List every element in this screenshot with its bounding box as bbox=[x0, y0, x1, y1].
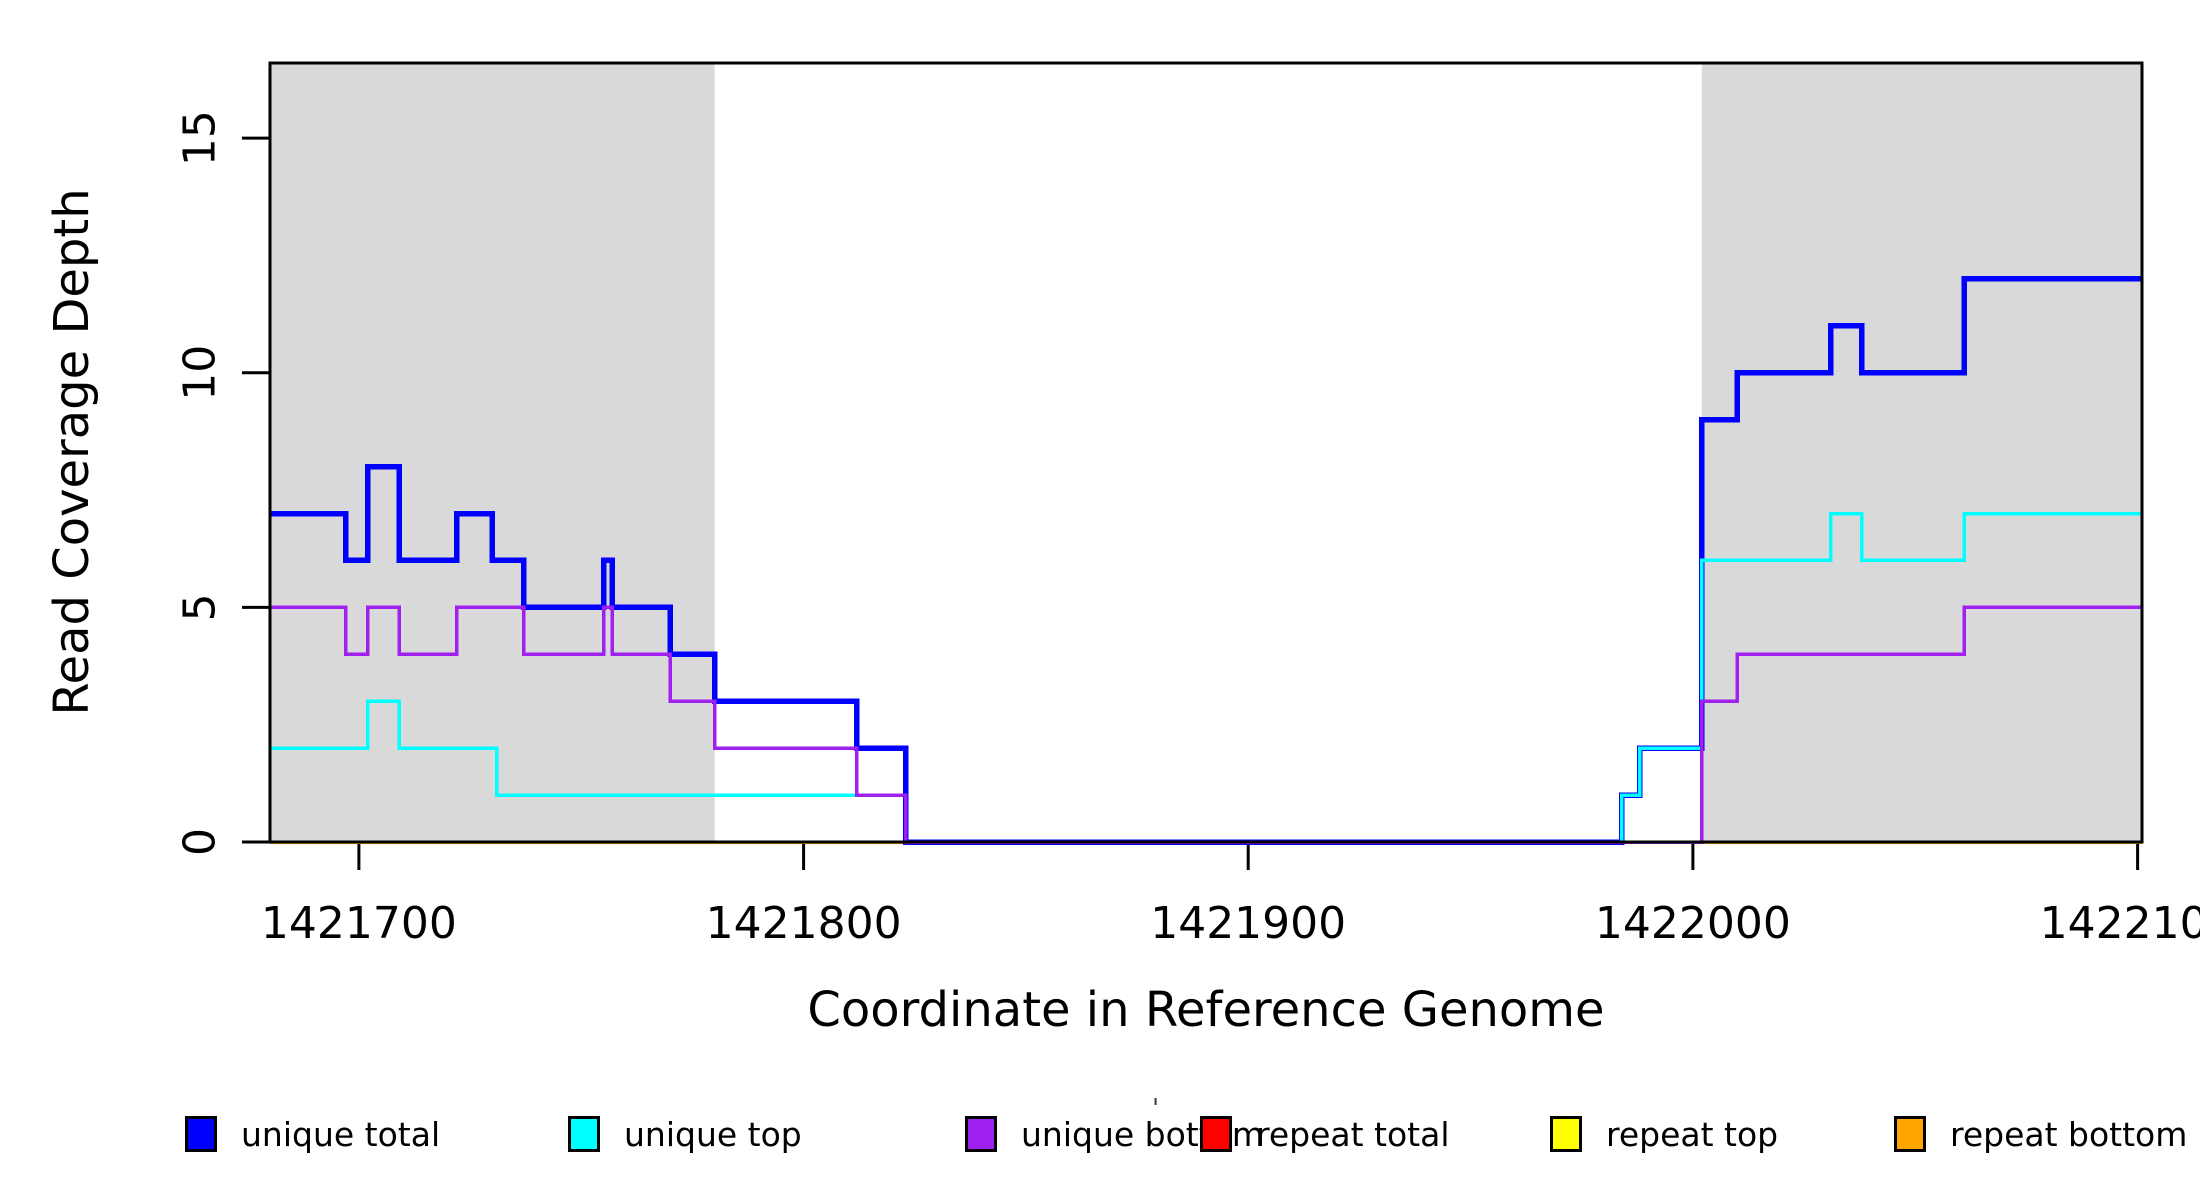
legend-swatch-repeat-bottom bbox=[1894, 1116, 1926, 1152]
y-tick-label: 5 bbox=[175, 593, 226, 621]
legend-swatch-unique-total bbox=[185, 1116, 217, 1152]
x-tick-label: 1421800 bbox=[706, 898, 902, 949]
legend-entry-unique-total: unique total bbox=[185, 1112, 440, 1156]
series-unique-top bbox=[270, 511, 2142, 844]
x-tick-label: 1422000 bbox=[1595, 898, 1791, 949]
legend-entry-repeat-top: repeat top bbox=[1550, 1112, 1778, 1156]
legend-label: repeat bottom bbox=[1950, 1114, 2188, 1154]
y-tick-label: 0 bbox=[175, 828, 226, 856]
legend-swatch-unique-top bbox=[568, 1116, 600, 1152]
left-amplicon-shade bbox=[270, 63, 715, 842]
y-tick-label: 15 bbox=[175, 110, 226, 166]
plot-box bbox=[268, 61, 2144, 844]
legend-label: unique total bbox=[241, 1114, 441, 1154]
x-axis-title: Coordinate in Reference Genome bbox=[807, 982, 1605, 1038]
x-tick-label: 1421700 bbox=[261, 898, 457, 949]
legend-entry-unique-top: unique top bbox=[568, 1112, 802, 1156]
series-unique-bottom bbox=[270, 605, 2142, 844]
stray-mark: ' bbox=[1152, 1094, 1160, 1124]
legend-entry-repeat-bottom: repeat bottom bbox=[1894, 1112, 2187, 1156]
legend-label: unique top bbox=[624, 1114, 802, 1154]
legend-label: repeat top bbox=[1606, 1114, 1779, 1154]
legend-swatch-repeat-total bbox=[1200, 1116, 1232, 1152]
legend-swatch-repeat-top bbox=[1550, 1116, 1582, 1152]
series-unique-total bbox=[270, 276, 2142, 845]
legend-label: repeat total bbox=[1256, 1114, 1450, 1154]
right-amplicon-shade bbox=[1701, 63, 2142, 842]
y-axis-title: Read Coverage Depth bbox=[44, 188, 100, 716]
y-tick-label: 10 bbox=[175, 345, 226, 401]
legend-swatch-unique-bottom bbox=[965, 1116, 997, 1152]
legend-entry-repeat-total: repeat total bbox=[1200, 1112, 1450, 1156]
x-tick-label: 1421900 bbox=[1150, 898, 1346, 949]
